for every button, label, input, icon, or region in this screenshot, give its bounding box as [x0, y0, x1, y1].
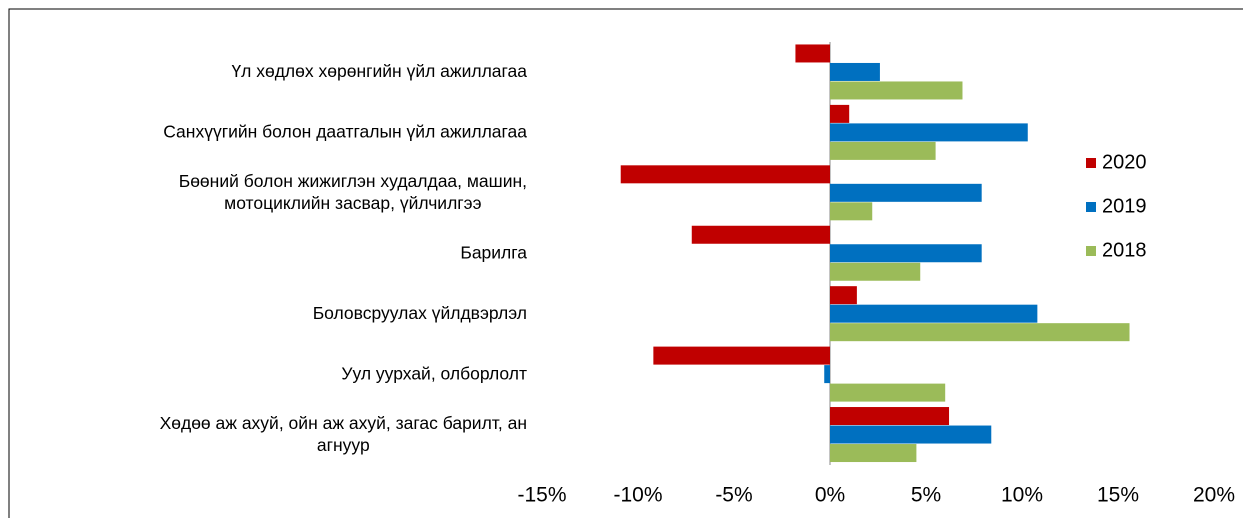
legend-swatch — [1086, 202, 1096, 212]
x-tick-label: 10% — [1001, 484, 1043, 507]
category-label: Хөдөө аж ахуй, ойн аж ахуй, загас барилт… — [160, 412, 527, 454]
legend-label: 2019 — [1102, 195, 1147, 217]
bar — [691, 225, 830, 244]
x-tick-label: 5% — [911, 484, 941, 507]
bar — [830, 104, 850, 123]
bar — [830, 141, 936, 160]
x-tick-label: 20% — [1193, 484, 1235, 507]
category-label: Уул уурхай, олборлолт — [341, 363, 527, 383]
legend-swatch — [1086, 158, 1096, 168]
bar — [830, 262, 921, 281]
x-tick-label: -15% — [517, 484, 566, 507]
x-tick-label: -5% — [715, 484, 752, 507]
bar — [830, 183, 982, 202]
bar — [830, 444, 917, 463]
category-label: Барилга — [460, 242, 527, 262]
category-label: Бөөний болон жижиглэн худалдаа, машин, мо… — [179, 171, 527, 213]
bar — [620, 165, 830, 184]
bar — [830, 407, 950, 426]
bar — [795, 44, 830, 63]
bar — [830, 62, 880, 81]
x-tick-label: 15% — [1097, 484, 1139, 507]
legend-swatch — [1086, 246, 1096, 256]
x-tick-label: -10% — [613, 484, 662, 507]
bar — [830, 383, 946, 402]
category-label: Санхүүгийн болон даатгалын үйл ажиллагаа — [163, 121, 527, 141]
bar — [830, 304, 1038, 323]
bar — [830, 244, 982, 263]
bar — [830, 425, 992, 444]
chart-border — [8, 8, 1243, 518]
category-label: Боловсруулах үйлдвэрлэл — [313, 303, 527, 323]
bar — [830, 286, 857, 305]
bar — [830, 202, 873, 221]
legend-label: 2018 — [1102, 239, 1147, 261]
bar — [824, 365, 830, 384]
bar — [830, 123, 1028, 142]
legend-label: 2020 — [1102, 151, 1147, 173]
x-tick-label: 0% — [815, 484, 845, 507]
bar — [830, 81, 963, 100]
bar — [653, 346, 830, 365]
bar — [830, 323, 1130, 342]
category-label: Үл хөдлөх хөрөнгийн үйл ажиллагаа — [231, 61, 527, 81]
